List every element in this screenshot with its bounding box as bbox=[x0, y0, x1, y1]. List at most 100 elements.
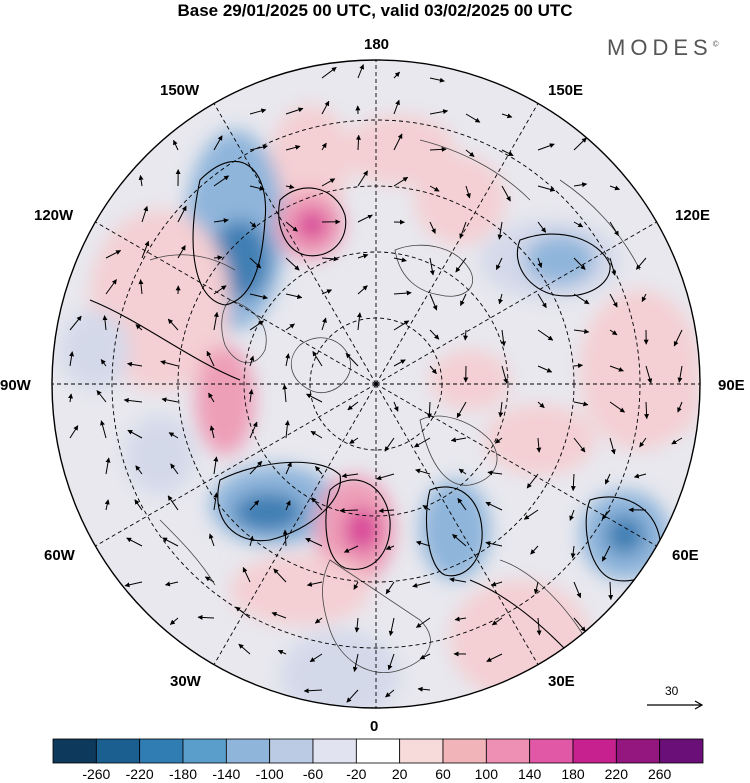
wind-arrow bbox=[141, 240, 150, 259]
colorbar-tick-label: -260 bbox=[82, 766, 111, 782]
wind-arrow bbox=[104, 499, 110, 511]
wind-arrow bbox=[213, 135, 223, 151]
wind-arrow bbox=[127, 361, 143, 367]
meridian-line bbox=[213, 103, 377, 385]
wind-arrow bbox=[573, 401, 589, 407]
wind-arrow bbox=[417, 686, 431, 692]
wind-arrow bbox=[413, 437, 431, 448]
colorbar-swatch bbox=[529, 738, 574, 764]
wind-arrow bbox=[249, 500, 260, 511]
wind-arrow bbox=[501, 113, 513, 119]
wind-arrow bbox=[608, 581, 614, 601]
colorbar-tick-label: 140 bbox=[517, 766, 542, 782]
wind-arrow bbox=[105, 250, 122, 259]
wind-arrow bbox=[235, 606, 251, 619]
wind-arrow bbox=[249, 108, 267, 115]
wind-arrow bbox=[458, 468, 467, 475]
wind-arrow bbox=[160, 360, 179, 367]
wind-arrow bbox=[249, 257, 262, 269]
wind-arrow bbox=[173, 139, 179, 151]
lon-label-90e: 90E bbox=[718, 377, 745, 394]
wind-arrow bbox=[494, 437, 503, 444]
wind-arrow bbox=[497, 221, 503, 240]
wind-arrow bbox=[609, 185, 620, 191]
wind-arrow bbox=[536, 437, 542, 453]
lon-label-120w: 120W bbox=[34, 207, 74, 224]
wind-arrow bbox=[573, 293, 590, 305]
wind-arrow bbox=[285, 293, 303, 300]
colorbar-tick-label: -60 bbox=[302, 766, 324, 782]
latitude-circle bbox=[177, 185, 575, 583]
wind-arrow bbox=[385, 545, 395, 550]
wind-arrow bbox=[537, 401, 545, 409]
wind-arrow bbox=[346, 689, 359, 703]
wind-arrow bbox=[429, 257, 435, 276]
colorbar-swatch bbox=[139, 738, 184, 764]
wind-arrow bbox=[573, 257, 586, 270]
wind-arrow bbox=[671, 437, 683, 445]
wind-arrow bbox=[449, 577, 467, 583]
lon-label-150e: 150E bbox=[548, 82, 584, 99]
wind-arrow bbox=[429, 221, 436, 234]
wind-arrow bbox=[501, 329, 506, 347]
wind-arrow bbox=[168, 432, 179, 439]
wind-arrow bbox=[573, 617, 586, 632]
wind-arrow bbox=[135, 324, 143, 331]
anomaly-region bbox=[415, 155, 505, 245]
wind-arrow bbox=[69, 425, 79, 439]
wind-arrow bbox=[124, 581, 143, 588]
wind-arrow bbox=[285, 221, 298, 232]
wind-arrow bbox=[277, 649, 287, 655]
wind-arrow bbox=[349, 437, 359, 444]
anomaly-region bbox=[605, 515, 645, 555]
wind-arrow bbox=[357, 253, 369, 259]
meridian-line bbox=[375, 103, 539, 385]
wind-arrow bbox=[321, 256, 339, 262]
wind-arrow bbox=[197, 614, 215, 620]
wind-arrow bbox=[452, 534, 467, 547]
anomaly-region bbox=[420, 480, 490, 580]
wind-arrow bbox=[429, 109, 449, 115]
wind-arrow bbox=[415, 617, 431, 628]
polar-map bbox=[51, 59, 701, 709]
wind-arrow bbox=[213, 311, 219, 331]
colorbar-swatch bbox=[442, 738, 487, 764]
colorbar-tick-label: -20 bbox=[346, 766, 367, 782]
wind-arrow bbox=[393, 290, 412, 296]
colorbar-tick-label: -180 bbox=[168, 766, 198, 782]
wind-arrow bbox=[303, 688, 323, 694]
wind-arrow bbox=[357, 285, 368, 295]
wind-arrow bbox=[429, 185, 440, 192]
wind-arrow bbox=[609, 437, 616, 455]
wind-arrow bbox=[102, 315, 108, 331]
lon-label-60e: 60E bbox=[672, 547, 699, 564]
map-title: Base 29/01/2025 00 UTC, valid 03/02/2025… bbox=[177, 1, 573, 20]
anomaly-region bbox=[125, 415, 195, 495]
wind-arrow bbox=[457, 497, 467, 511]
modes-logo: MODES© bbox=[607, 35, 719, 60]
wind-arrow bbox=[573, 328, 590, 334]
wind-arrow bbox=[429, 146, 447, 152]
wind-arrow bbox=[498, 293, 503, 305]
colorbar-swatch bbox=[485, 738, 531, 764]
wind-arrow bbox=[609, 293, 618, 308]
wind-arrow bbox=[537, 257, 543, 268]
wind-arrow bbox=[570, 473, 576, 492]
wind-arrow bbox=[573, 182, 588, 188]
colorbar-swatch bbox=[182, 738, 227, 764]
wind-arrow bbox=[376, 473, 395, 481]
lon-label-180: 180 bbox=[364, 36, 390, 53]
wind-arrow bbox=[341, 473, 359, 479]
wind-arrow bbox=[138, 279, 144, 295]
wind-arrow bbox=[456, 401, 467, 419]
wind-arrow bbox=[310, 430, 323, 439]
wind-vectors bbox=[68, 64, 683, 703]
wind-arrow bbox=[429, 329, 440, 340]
wind-arrow bbox=[161, 397, 179, 403]
wind-arrow bbox=[429, 365, 437, 375]
wind-arrow bbox=[537, 143, 555, 151]
lon-label-30e: 30E bbox=[548, 673, 575, 690]
meridian-line bbox=[375, 383, 539, 665]
wind-arrow bbox=[69, 351, 75, 367]
latitude-circle bbox=[111, 119, 641, 649]
